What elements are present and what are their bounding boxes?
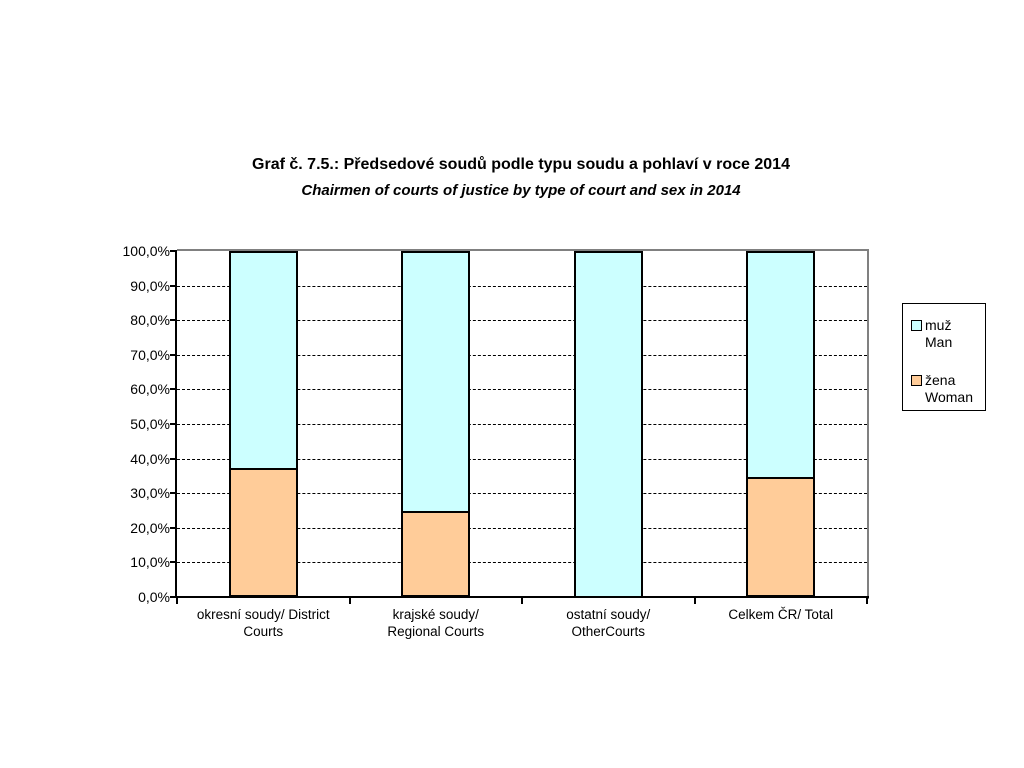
y-tick-mark bbox=[170, 388, 176, 391]
x-category-label-line: Regional Courts bbox=[387, 624, 485, 639]
x-tick-mark bbox=[693, 598, 696, 604]
x-category-label-line: okresní soudy/ District bbox=[196, 607, 330, 622]
x-category-label-line: Courts bbox=[243, 624, 284, 639]
legend-label-muz-man-line2: Man bbox=[925, 334, 953, 350]
x-tick-mark bbox=[176, 598, 178, 604]
bar-segment-okresni-soudy-zena-woman bbox=[228, 468, 298, 597]
gridline-80,0% bbox=[177, 320, 867, 322]
x-tick-mark bbox=[866, 598, 868, 604]
bar-segment-ostatni-soudy-muz-man bbox=[573, 251, 643, 597]
bar-segment-krajske-soudy-muz-man bbox=[401, 251, 471, 511]
y-tick-label-20,0%: 20,0% bbox=[130, 519, 170, 536]
y-tick-label-10,0%: 10,0% bbox=[130, 554, 170, 571]
y-tick-mark bbox=[170, 284, 176, 287]
y-tick-mark bbox=[170, 319, 176, 322]
x-category-label-line: ostatní soudy/ bbox=[566, 607, 651, 622]
y-tick-label-90,0%: 90,0% bbox=[130, 277, 170, 294]
gridline-70,0% bbox=[177, 354, 867, 356]
gridline-30,0% bbox=[177, 493, 867, 495]
y-tick-label-70,0%: 70,0% bbox=[130, 346, 170, 363]
y-tick-mark bbox=[170, 526, 176, 529]
y-tick-label-80,0%: 80,0% bbox=[130, 312, 170, 329]
legend-label-muz-man-line1: muž bbox=[925, 317, 952, 333]
y-tick-label-60,0%: 60,0% bbox=[130, 381, 170, 398]
legend-swatch-zena-woman bbox=[911, 375, 922, 386]
y-tick-mark bbox=[170, 457, 176, 460]
y-tick-label-30,0%: 30,0% bbox=[130, 485, 170, 502]
plot-area bbox=[177, 251, 867, 597]
x-category-label-line: OtherCourts bbox=[571, 624, 646, 639]
bar-celkem-cr bbox=[746, 251, 816, 597]
x-category-label-celkem-cr: Celkem ČR/ Total bbox=[689, 606, 873, 623]
bar-krajske-soudy bbox=[401, 251, 471, 597]
x-category-label-okresni-soudy: okresní soudy/ District Courts bbox=[171, 606, 355, 640]
x-category-label-line: krajské soudy/ bbox=[392, 607, 479, 622]
bar-ostatni-soudy bbox=[573, 251, 643, 597]
y-tick-mark bbox=[170, 492, 176, 495]
x-axis-line bbox=[175, 596, 869, 598]
y-tick-label-100,0%: 100,0% bbox=[122, 243, 170, 259]
bar-okresni-soudy bbox=[228, 251, 298, 597]
gridline-90,0% bbox=[177, 285, 867, 287]
y-tick-label-40,0%: 40,0% bbox=[130, 450, 170, 467]
legend-swatch-muz-man bbox=[911, 320, 922, 331]
y-tick-mark bbox=[170, 561, 176, 564]
legend-label-zena-woman-line1: žena bbox=[925, 372, 956, 388]
x-category-label-krajske-soudy: krajské soudy/Regional Courts bbox=[344, 606, 528, 640]
gridline-10,0% bbox=[177, 562, 867, 564]
x-tick-mark bbox=[521, 598, 523, 604]
y-tick-label-0,0%: 0,0% bbox=[138, 589, 170, 605]
legend-entry-zena-woman: žena Woman bbox=[911, 372, 981, 406]
gridline-60,0% bbox=[177, 389, 867, 391]
gridline-20,0% bbox=[177, 527, 867, 529]
x-tick-mark bbox=[348, 598, 351, 604]
legend-row: žena bbox=[911, 372, 981, 389]
bar-segment-okresni-soudy-muz-man bbox=[228, 251, 298, 469]
y-tick-mark bbox=[170, 596, 176, 598]
y-tick-label-50,0%: 50,0% bbox=[130, 416, 170, 432]
legend-label-zena-woman-line2: Woman bbox=[925, 389, 973, 405]
plot-border-right bbox=[867, 249, 869, 599]
gridline-50,0% bbox=[177, 424, 867, 425]
legend: muž Man žena Woman bbox=[902, 303, 986, 411]
bar-segment-celkem-cr-zena-woman bbox=[746, 476, 816, 597]
bar-segment-celkem-cr-muz-man bbox=[746, 251, 816, 477]
plot-border-top bbox=[177, 249, 869, 251]
y-axis-line bbox=[175, 250, 177, 597]
chart-subtitle: Chairmen of courts of justice by type of… bbox=[301, 182, 741, 199]
y-tick-mark bbox=[170, 423, 176, 425]
x-category-label-ostatni-soudy: ostatní soudy/OtherCourts bbox=[516, 606, 700, 640]
chart-title: Graf č. 7.5.: Předsedové soudů podle typ… bbox=[252, 156, 790, 173]
gridline-40,0% bbox=[177, 458, 867, 460]
y-tick-mark bbox=[170, 353, 176, 356]
legend-row: muž bbox=[911, 317, 981, 334]
y-tick-mark bbox=[170, 250, 176, 252]
bar-segment-krajske-soudy-zena-woman bbox=[401, 510, 471, 597]
x-category-label-line: Celkem ČR/ Total bbox=[728, 607, 834, 622]
legend-entry-muz-man: muž Man bbox=[911, 317, 981, 351]
